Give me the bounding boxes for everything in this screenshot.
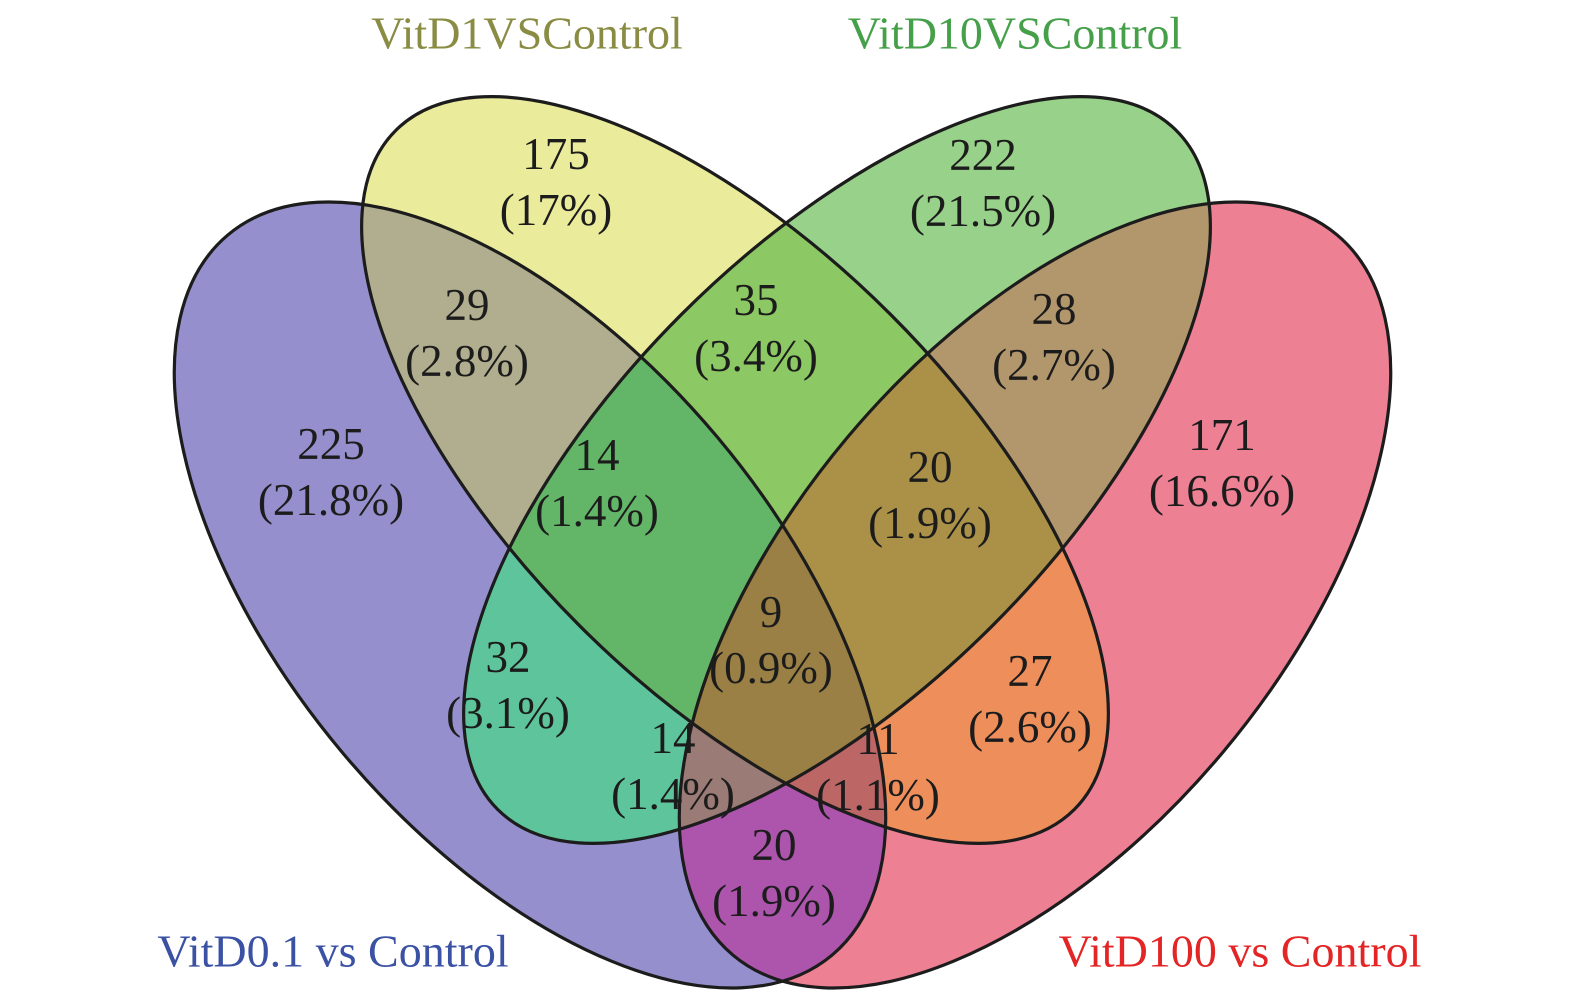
region-count: 14 xyxy=(650,712,696,763)
region-vitd01-only: 225 (21.8%) xyxy=(258,416,404,529)
region-count: 27 xyxy=(1007,645,1053,696)
region-percent: (17%) xyxy=(499,185,613,235)
region-vitd1-vitd10: 35 (3.4%) xyxy=(694,272,818,385)
region-vitd01-vitd1-vitd100: 11 (1.1%) xyxy=(816,711,940,824)
ellipse-vitd01-outline xyxy=(172,200,888,990)
region-vitd1-only: 175 (17%) xyxy=(500,126,612,239)
region-count: 175 xyxy=(522,128,590,179)
region-percent: (1.9%) xyxy=(712,876,836,926)
region-vitd1-vitd100: 27 (2.6%) xyxy=(968,643,1092,756)
set-label-vitd01: VitD0.1 vs Control xyxy=(157,925,509,977)
region-percent: (21.5%) xyxy=(909,186,1057,236)
region-vitd10-vitd100: 28 (2.7%) xyxy=(992,281,1116,394)
region-fill-abd xyxy=(679,202,1020,965)
region-percent: (3.4%) xyxy=(694,331,818,381)
region-vitd01-vitd1-vitd10: 14 (1.4%) xyxy=(535,427,659,540)
region-percent: (2.7%) xyxy=(992,340,1116,390)
region-vitd10-only: 222 (21.5%) xyxy=(910,127,1056,240)
region-count: 35 xyxy=(733,274,779,325)
region-count: 20 xyxy=(907,441,953,492)
region-vitd100-only: 171 (16.6%) xyxy=(1149,407,1295,520)
region-vitd01-vitd100: 20 (1.9%) xyxy=(712,817,836,930)
ellipse-vitd1-outline xyxy=(360,95,1110,845)
region-count: 9 xyxy=(759,586,783,637)
region-vitd1-vitd10-vitd100: 20 (1.9%) xyxy=(868,439,992,552)
region-percent: (1.4%) xyxy=(535,486,659,536)
region-vitd01-vitd10-vitd100: 14 (1.4%) xyxy=(611,710,735,823)
region-all-four: 9 (0.9%) xyxy=(709,584,833,697)
region-percent: (1.1%) xyxy=(816,770,940,820)
region-vitd01-vitd1: 29 (2.8%) xyxy=(405,277,529,390)
set-label-vitd1: VitD1VSControl xyxy=(371,7,683,59)
region-percent: (0.9%) xyxy=(709,643,833,693)
region-percent: (21.8%) xyxy=(257,475,405,525)
region-percent: (3.1%) xyxy=(446,688,570,738)
set-label-vitd10: VitD10VSControl xyxy=(847,7,1183,59)
region-percent: (1.9%) xyxy=(868,498,992,548)
ellipse-vitd10-outline xyxy=(462,95,1212,845)
region-percent: (16.6%) xyxy=(1148,466,1296,516)
region-count: 28 xyxy=(1031,283,1077,334)
region-count: 29 xyxy=(444,279,490,330)
region-count: 222 xyxy=(949,129,1017,180)
ellipse-vitd100-outline xyxy=(677,200,1393,990)
region-vitd01-vitd10: 32 (3.1%) xyxy=(446,629,570,742)
region-count: 20 xyxy=(751,819,797,870)
region-percent: (1.4%) xyxy=(611,769,735,819)
region-percent: (2.8%) xyxy=(405,336,529,386)
region-count: 32 xyxy=(485,631,531,682)
region-percent: (2.6%) xyxy=(968,702,1092,752)
region-count: 11 xyxy=(856,713,900,764)
region-count: 171 xyxy=(1188,409,1256,460)
region-count: 225 xyxy=(297,418,365,469)
region-count: 14 xyxy=(574,429,620,480)
set-label-vitd100: VitD100 vs Control xyxy=(1058,925,1422,977)
